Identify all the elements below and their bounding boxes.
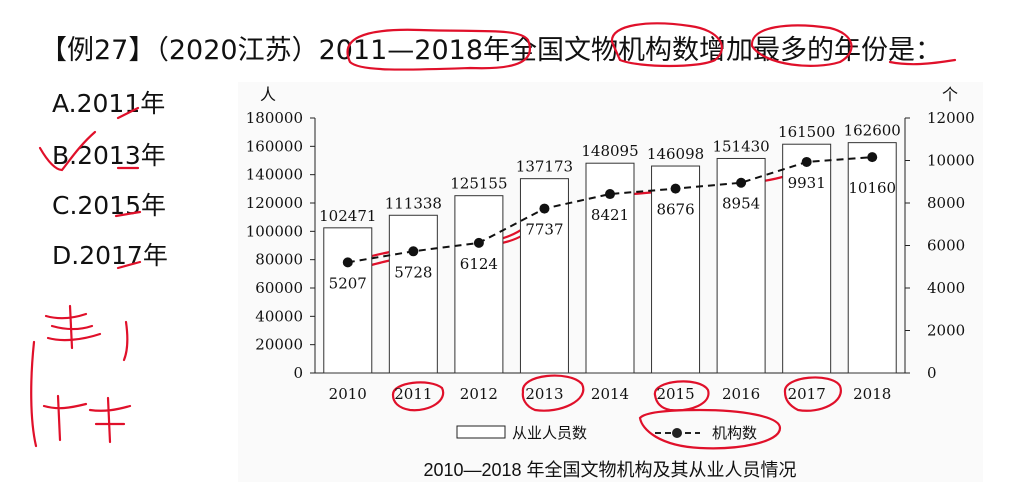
y-right-tick-label: 2000 [927,322,965,340]
option-c[interactable]: C.2015年 [52,191,167,220]
line-value-label: 9931 [788,174,826,192]
x-tick-label: 2017 [788,385,826,403]
bar-value-label: 151430 [712,137,769,155]
option-b[interactable]: B.2013年 [52,141,166,170]
annotation-bracket [30,340,38,448]
line-value-label: 8421 [591,206,629,224]
machine-count-point [539,203,550,214]
annotation-circle-2013 [521,374,585,412]
y-left-tick-label: 40000 [255,307,303,325]
y-right-tick-label: 0 [927,364,937,382]
y-left-tick-label: 20000 [255,336,303,354]
machine-count-point [342,257,353,268]
bar [847,142,897,374]
x-tick-label: 2016 [722,385,760,403]
x-tick-label: 2011 [394,385,432,403]
bar [454,195,504,374]
annotation-circle-2017 [783,376,842,412]
y-right-tick-label: 8000 [927,194,965,212]
option-d[interactable]: D.2017年 [52,241,168,270]
line-value-label: 8676 [656,201,694,219]
bar-value-label: 146098 [647,145,704,163]
bar-value-label: 111338 [385,194,442,212]
machine-count-point [801,156,812,167]
machine-count-point [473,237,484,248]
annotation-circle-jigoushu-legend [638,408,782,450]
bar [782,143,832,374]
x-tick-label: 2010 [329,385,367,403]
x-tick-label: 2013 [525,385,563,403]
line-value-label: 5207 [329,274,367,292]
y-left-tick-label: 140000 [246,166,303,184]
y-right-tick-label: 6000 [927,237,965,255]
chart-line-series [342,152,878,268]
machine-count-point [605,189,615,200]
annotation-circle-2011 [391,381,445,412]
y-left-tick-label: 80000 [255,251,303,269]
chart-labels: 102471 111338 125155 137173 148095 146098 1514… [319,122,901,293]
y-left-tick-label: 0 [293,364,303,382]
bar-value-label: 161500 [778,123,835,141]
bar [388,214,438,374]
bar-value-label: 125155 [450,175,507,193]
machine-count-point [736,177,747,188]
line-value-label: 5728 [394,263,432,281]
y-right-tick-label: 10000 [927,152,975,170]
annotation-circle-years [346,28,531,71]
legend-bar-label: 从业人员数 [512,424,587,442]
annotation-stroke [122,320,129,362]
bar-value-label: 137173 [516,158,573,176]
y-left-tick-label: 100000 [246,222,303,240]
y-left-tick-label: 160000 [246,137,303,155]
x-tick-label: 2018 [853,385,891,403]
annotation-circle-2015 [653,380,710,412]
bar-value-label: 102471 [319,207,376,225]
annotation-underline [888,58,957,66]
bar [651,165,701,374]
legend-line-label: 机构数 [712,424,757,442]
annotation-scribble-2 [42,394,132,444]
y-left-tick-label: 180000 [246,109,303,127]
bar-value-label: 162600 [844,122,901,140]
y-left-unit: 人 [260,85,276,104]
legend-line-marker [672,428,682,438]
machine-count-point [670,183,681,194]
y-left-tick-label: 120000 [246,194,303,212]
y-right-tick-label: 12000 [927,109,975,127]
line-value-label: 8954 [722,195,760,213]
option-a[interactable]: A.2011年 [52,89,166,118]
bar-value-label: 148095 [581,142,638,160]
annotation-mark-a [116,106,140,120]
line-value-label: 10160 [848,179,896,197]
machine-count-point [867,152,878,163]
x-tick-label: 2015 [656,385,694,403]
bar [716,157,766,374]
machine-count-line [347,156,873,264]
annotation-circle-jigou [610,22,723,68]
machine-count-point [408,246,419,257]
y-right-tick-label: 4000 [927,279,965,297]
annotation-mark-d [116,260,142,270]
chart-legend: 从业人员数 机构数 [456,424,757,442]
line-value-label: 6124 [460,255,498,273]
bar [323,227,373,374]
annotation-circle-zengjia [750,24,853,67]
chart-title: 2010—2018 年全国文物机构及其从业人员情况 [423,460,796,480]
x-tick-label: 2012 [460,385,498,403]
x-tick-label: 2014 [591,385,629,403]
y-right-unit: 个 [942,85,958,104]
annotation-scribble-1 [44,304,102,350]
question-title: 【例27】（2020江苏）2011—2018年全国文物机构数增加最多的年份是： [40,35,942,66]
annotation-check-b [38,130,97,172]
line-value-label: 7737 [525,221,563,239]
y-left-tick-label: 60000 [255,279,303,297]
legend-bar-swatch [456,425,506,439]
annotation-mark-c [114,210,142,218]
